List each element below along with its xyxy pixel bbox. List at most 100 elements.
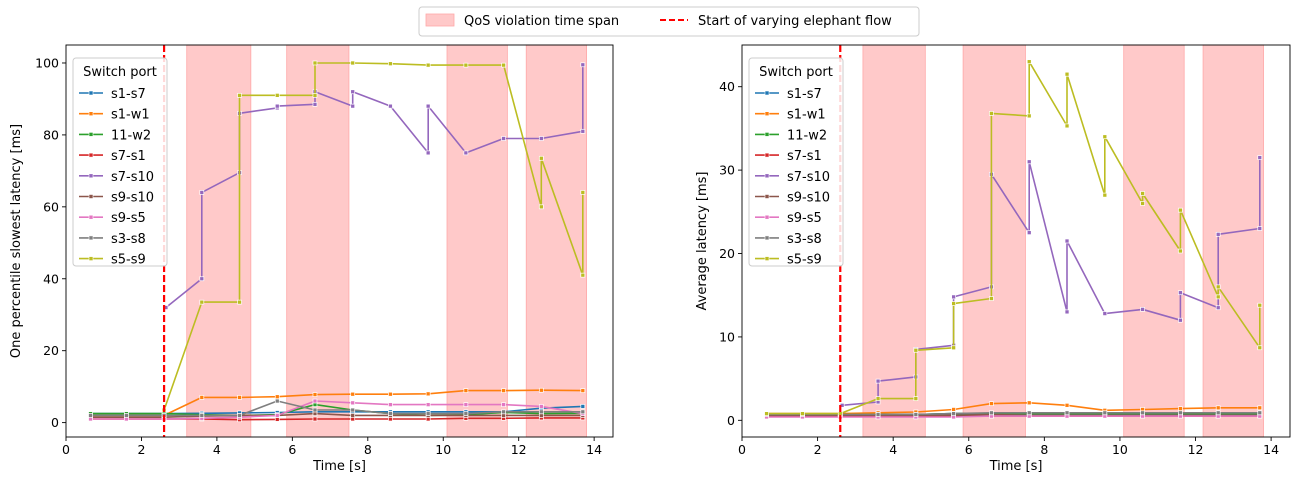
plot-frame [741, 44, 1291, 438]
data-point [800, 411, 805, 416]
data-point [312, 416, 318, 422]
series-line-s1-w1 [90, 389, 583, 417]
legend-frame [748, 57, 844, 267]
data-point [274, 394, 280, 400]
x-tick-label: 0 [738, 442, 746, 457]
legend-entry: s9-s10 [787, 191, 830, 206]
figure-legend: QoS violation time span Start of varying… [418, 6, 920, 37]
data-point [1102, 410, 1108, 416]
data-point [1140, 201, 1145, 206]
legend-marker [764, 111, 770, 116]
data-point [237, 395, 242, 400]
data-point [580, 409, 586, 415]
data-point [1102, 311, 1108, 316]
data-point [350, 391, 356, 397]
legend-marker [764, 256, 770, 261]
data-point [312, 407, 318, 413]
data-point [989, 401, 994, 406]
data-point [913, 347, 919, 353]
violation-span [446, 44, 508, 438]
legend-marker [88, 235, 94, 241]
data-point [1178, 290, 1183, 296]
data-point [199, 299, 205, 305]
data-point [237, 299, 242, 305]
data-point [1178, 410, 1183, 416]
data-point [1215, 231, 1221, 237]
data-point [875, 378, 881, 384]
data-point [1026, 59, 1032, 65]
data-point [580, 272, 586, 278]
data-point [538, 136, 544, 141]
data-point [88, 413, 93, 418]
data-point [199, 413, 205, 418]
legend-frame [72, 57, 168, 267]
series-line-s3-s8 [766, 411, 1260, 416]
data-point [501, 136, 506, 141]
data-point [1064, 238, 1070, 244]
data-point [425, 62, 431, 68]
data-point [463, 150, 469, 156]
data-point [501, 402, 506, 407]
data-point [1257, 410, 1263, 416]
data-point [237, 413, 242, 418]
data-point [312, 60, 318, 66]
data-point [1064, 123, 1070, 129]
y-tick-label: 0 [727, 413, 735, 428]
violation-span [186, 44, 252, 438]
data-point [1140, 191, 1145, 196]
data-point [1178, 248, 1183, 254]
data-point [425, 103, 431, 109]
data-point [538, 404, 544, 409]
legend-marker [88, 173, 94, 179]
data-point [1026, 113, 1032, 119]
data-point [1215, 410, 1221, 416]
y-axis-label: Average latency [ms] [695, 172, 710, 311]
legend-entry: s1-s7 [111, 87, 146, 102]
data-point [274, 103, 280, 109]
data-point [1140, 307, 1145, 312]
y-tick-label: 30 [719, 163, 735, 178]
data-point [463, 388, 469, 393]
legend-entry: 11-w2 [111, 128, 151, 143]
data-point [1026, 159, 1032, 165]
data-point [312, 392, 318, 397]
legend-entry: s5-s9 [111, 253, 146, 268]
violation-span [1123, 44, 1185, 438]
violation-span [525, 44, 587, 438]
legend-entry: 11-w2 [787, 128, 827, 143]
legend-marker [88, 90, 94, 96]
y-tick-label: 0 [51, 415, 59, 430]
legend-entry: s7-s1 [787, 149, 822, 164]
legend-marker [88, 214, 94, 220]
y-tick-label: 20 [43, 343, 59, 358]
data-point [989, 410, 994, 416]
data-point [875, 412, 881, 417]
series-line-s3-s8 [90, 400, 583, 417]
y-tick-label: 40 [43, 271, 59, 286]
series-line-s5-s9 [163, 62, 584, 411]
data-point [425, 411, 431, 416]
legend-marker [764, 132, 770, 137]
x-tick-label: 8 [1040, 442, 1048, 457]
series-line-s9-s5 [90, 400, 583, 420]
x-tick-label: 12 [511, 442, 527, 457]
chart-one-percentile-latency: 0 2 4 6 8 10 12 14 0 20 40 60 80 100 Time [s] One perce… [9, 44, 614, 474]
data-point [1026, 400, 1032, 406]
data-point [538, 409, 544, 415]
legend-marker [764, 90, 770, 96]
data-point [1257, 405, 1263, 411]
data-point [951, 301, 956, 306]
series-line-s1-w1 [766, 401, 1260, 415]
data-point [388, 411, 393, 416]
data-point [1215, 305, 1221, 311]
legend-marker [764, 235, 770, 241]
series-line-s5-s9 [766, 60, 1261, 415]
legend-marker [764, 194, 770, 199]
data-point [951, 345, 956, 351]
data-point [199, 190, 205, 195]
legend-marker [764, 152, 770, 158]
legend-entry: s3-s8 [111, 232, 146, 247]
data-point [580, 128, 586, 134]
data-point [312, 101, 318, 107]
